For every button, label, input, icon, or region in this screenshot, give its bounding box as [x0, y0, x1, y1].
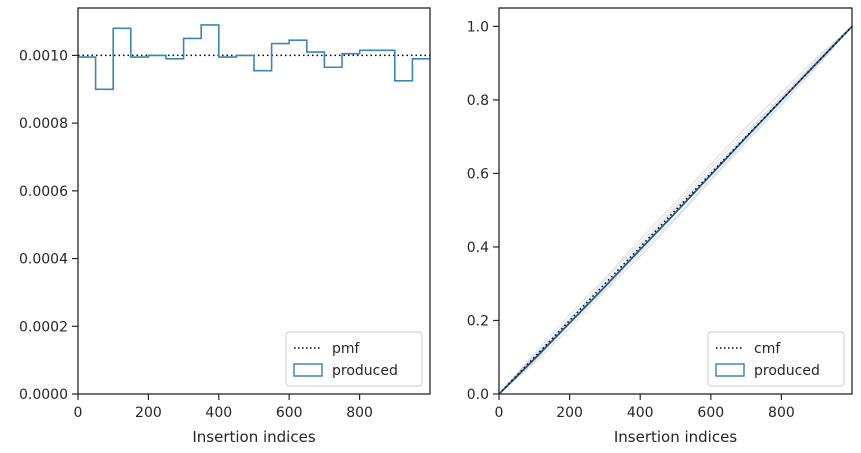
y-tick-label: 0.8 — [467, 93, 489, 109]
background-cmf-line — [498, 26, 853, 395]
x-tick-label: 800 — [768, 405, 795, 421]
legend-label: pmf — [332, 341, 361, 357]
plot-frame — [498, 7, 853, 395]
legend-swatch-step — [293, 363, 323, 377]
legend-label: produced — [332, 363, 398, 379]
x-tick-label: 0 — [495, 405, 504, 421]
y-tick-label: 0.6 — [467, 166, 489, 182]
produced-cmf-line — [498, 25, 853, 395]
x-axis-label: Insertion indices — [614, 428, 737, 446]
x-tick-label: 600 — [276, 405, 303, 421]
legend-label: produced — [754, 363, 820, 379]
x-tick-label: 400 — [627, 405, 654, 421]
x-tick-label: 400 — [205, 405, 232, 421]
y-tick-label: 0.0002 — [19, 319, 68, 335]
plot-frame — [77, 7, 431, 395]
y-tick-label: 0.0010 — [19, 48, 68, 64]
legend-box — [285, 331, 423, 387]
background-cmf-line — [498, 26, 853, 395]
background-cmf-line — [498, 26, 853, 395]
x-tick-label: 0 — [74, 405, 83, 421]
right-cmf-line-panel: 0 200 400 600 800 0.0 0.2 0.4 0.6 0.8 1.0 Insertion… — [467, 7, 853, 446]
y-tick-label: 0.0008 — [19, 116, 68, 132]
y-tick-label: 1.0 — [467, 19, 489, 35]
x-tick-label: 600 — [697, 405, 724, 421]
legend-label: cmf — [754, 341, 781, 357]
x-tick-label: 200 — [556, 405, 583, 421]
y-tick-label: 0.4 — [467, 240, 489, 256]
legend-swatch-step — [715, 363, 745, 377]
y-tick-label: 0.0000 — [19, 387, 68, 403]
y-tick-label: 0.2 — [467, 313, 489, 329]
left-pmf-histogram-panel: 0 200 400 600 800 0.0000 0.0002 0.0004 0.0006 0.0… — [19, 7, 431, 446]
x-axis-label: Insertion indices — [192, 428, 315, 446]
x-tick-label: 800 — [346, 405, 373, 421]
y-tick-label: 0.0006 — [19, 184, 68, 200]
y-tick-label: 0.0 — [467, 387, 489, 403]
y-tick-label: 0.0004 — [19, 252, 68, 268]
legend-box — [707, 331, 845, 387]
produced-histogram-step — [78, 24, 430, 91]
x-tick-label: 200 — [135, 405, 162, 421]
